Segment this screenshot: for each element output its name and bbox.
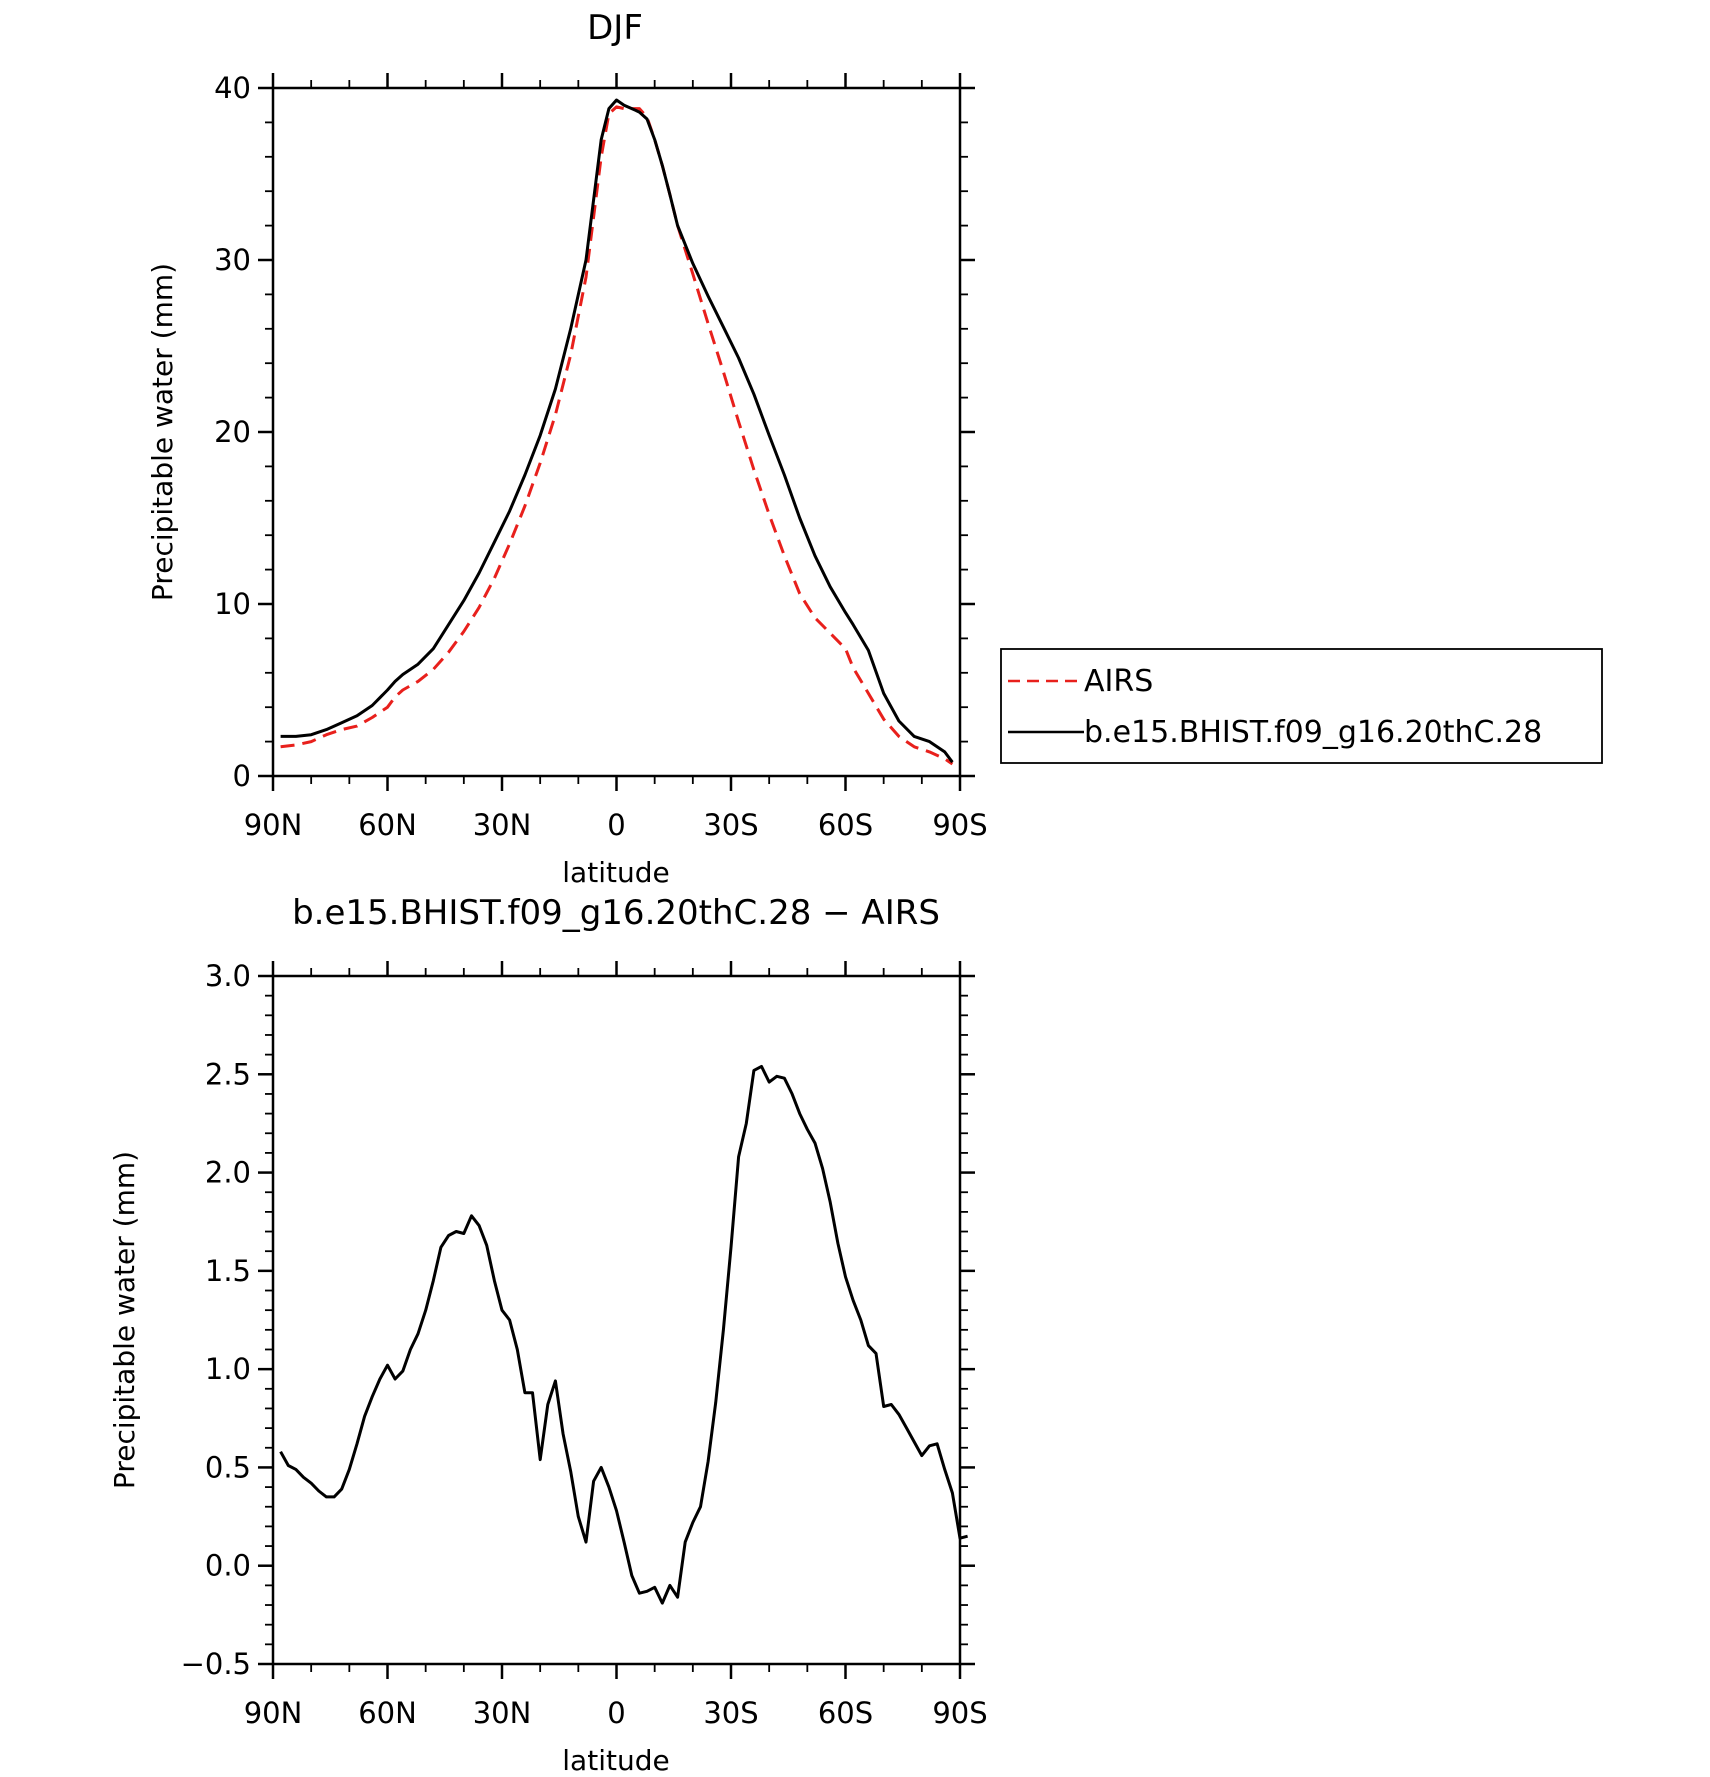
bottom-plot-frame [271,974,962,1666]
y-tick-label: 0 [233,759,251,793]
y-tick-label: 2.0 [205,1156,251,1190]
bottom-plot-area: −0.5 0.0 0.5 1.0 1.5 2.0 2.5 3.0 90N 60N 30N 0 30S 6… [181,959,988,1730]
top-series-line-1 [280,98,954,764]
y-tick-label: 1.0 [205,1352,251,1386]
bottom-x-ticks: 90N 60N 30N 0 30S 60S 90S [244,961,988,1730]
y-tick-label: 0.5 [205,1450,251,1484]
x-tick-label: 30N [473,808,532,842]
bottom-panel: b.e15.BHIST.f09_g16.20thC.28 − AIRS −0.5… [108,893,988,1777]
x-tick-label: 30N [473,1696,532,1730]
x-tick-label: 60N [358,1696,417,1730]
top-panel: DJF 0 10 20 30 40 90N 60N 30N 0 30S 60S 90S latitu… [146,8,1603,889]
y-tick-label: 3.0 [205,959,251,993]
y-tick-label: −0.5 [181,1647,251,1681]
legend-label-airs: AIRS [1084,664,1153,699]
bottom-chart-title: b.e15.BHIST.f09_g16.20thC.28 − AIRS [292,893,940,933]
y-tick-label: 1.5 [205,1254,251,1288]
y-tick-label: 30 [214,243,251,277]
x-tick-label: 30S [703,808,758,842]
y-tick-label: 40 [214,71,251,105]
x-tick-label: 60S [818,1696,873,1730]
bottom-x-axis-label: latitude [562,1744,669,1777]
top-series [280,98,954,766]
legend-frame [1000,648,1603,764]
legend-label-model: b.e15.BHIST.f09_g16.20thC.28 [1084,715,1542,750]
bottom-series [279,1064,968,1605]
x-tick-label: 60N [358,808,417,842]
x-tick-label: 60S [818,808,873,842]
x-tick-label: 90S [932,808,987,842]
x-tick-label: 90N [244,808,303,842]
bottom-series-line-0 [279,1064,968,1605]
top-x-ticks: 90N 60N 30N 0 30S 60S 90S [244,73,988,842]
x-tick-label: 90S [932,1696,987,1730]
top-plot-frame [271,86,962,778]
top-chart-title: DJF [587,8,643,48]
x-tick-label: 30S [703,1696,758,1730]
top-y-ticks: 0 10 20 30 40 [214,71,975,793]
y-tick-label: 0.0 [205,1549,251,1583]
x-tick-label: 90N [244,1696,303,1730]
y-tick-label: 20 [214,415,251,449]
top-plot-area: 0 10 20 30 40 90N 60N 30N 0 30S 60S 90S [214,71,988,842]
y-tick-label: 2.5 [205,1057,251,1091]
bottom-y-axis-label: Precipitable water (mm) [108,1151,141,1489]
y-tick-label: 10 [214,587,251,621]
x-tick-label: 0 [607,808,625,842]
legend: AIRS b.e15.BHIST.f09_g16.20thC.28 [1000,648,1603,764]
bottom-y-ticks: −0.5 0.0 0.5 1.0 1.5 2.0 2.5 3.0 [181,959,975,1681]
top-x-axis-label: latitude [562,856,669,889]
top-series-line-0 [280,105,954,766]
x-tick-label: 0 [607,1696,625,1730]
top-y-axis-label: Precipitable water (mm) [146,263,179,601]
